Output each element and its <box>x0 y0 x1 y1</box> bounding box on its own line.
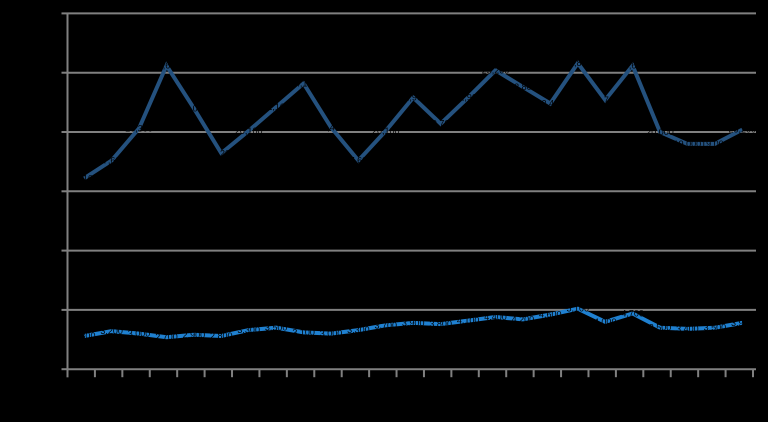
data-label: 5,100 <box>567 304 590 314</box>
data-label: 16,100 <box>70 173 98 183</box>
data-label: 3,700 <box>375 320 398 330</box>
data-label: 22,100 <box>262 102 290 112</box>
data-label: 2,700 <box>155 332 178 342</box>
data-label: 2,900 <box>183 330 206 340</box>
data-label: 4,700 <box>621 309 644 319</box>
data-label: 4,600 <box>539 310 562 320</box>
data-label: 4,100 <box>457 316 480 326</box>
data-label: 3,000 <box>128 329 151 339</box>
data-label: 23,800 <box>509 82 537 92</box>
dark-blue-series-line <box>83 59 744 180</box>
data-label: 3,900 <box>402 318 425 328</box>
data-label: 17,600 <box>98 156 126 166</box>
data-label: 20,000 <box>646 127 674 137</box>
data-label: 17,600 <box>345 156 373 166</box>
data-label: 22,900 <box>399 93 427 103</box>
data-label: 3,800 <box>429 319 452 329</box>
data-label: 19,000 <box>674 139 702 149</box>
data-label: 20,100 <box>235 126 263 136</box>
data-label: 22,400 <box>537 99 565 109</box>
data-label: 20,100 <box>372 126 400 136</box>
data-label: 20,300 <box>125 123 153 133</box>
data-label: 22,900 <box>454 93 482 103</box>
data-label: 3,300 <box>237 325 260 335</box>
data-label: 25,600 <box>619 61 647 71</box>
data-label: 3,200 <box>100 326 123 336</box>
data-label: 2,800 <box>73 331 96 341</box>
data-label: 3,100 <box>292 327 315 337</box>
light-blue-series-line <box>83 306 743 340</box>
data-label: 22,700 <box>591 95 619 105</box>
data-label: 19,000 <box>701 139 729 149</box>
data-label: 20,200 <box>729 125 757 135</box>
data-label: 20,400 <box>317 122 345 132</box>
data-label: 24,100 <box>290 78 318 88</box>
data-label: 3,500 <box>704 323 727 333</box>
data-label: 3,300 <box>347 325 370 335</box>
data-label: 2,800 <box>210 331 233 341</box>
data-label: 25,600 <box>153 61 181 71</box>
data-label: 25,200 <box>482 65 510 75</box>
data-label: 4,000 <box>594 317 617 327</box>
data-label: 4,400 <box>484 312 507 322</box>
data-label: 25,800 <box>564 58 592 68</box>
data-label: 3,000 <box>320 329 343 339</box>
data-label: 3,500 <box>265 323 288 333</box>
data-label: 3,500 <box>649 323 672 333</box>
data-label: 18,200 <box>208 148 236 158</box>
data-label: 22,000 <box>180 103 208 113</box>
data-label: 20,700 <box>427 119 455 129</box>
data-label: 4,200 <box>512 314 535 324</box>
data-label: 3,900 <box>731 318 754 328</box>
data-label: 3,400 <box>676 324 699 334</box>
